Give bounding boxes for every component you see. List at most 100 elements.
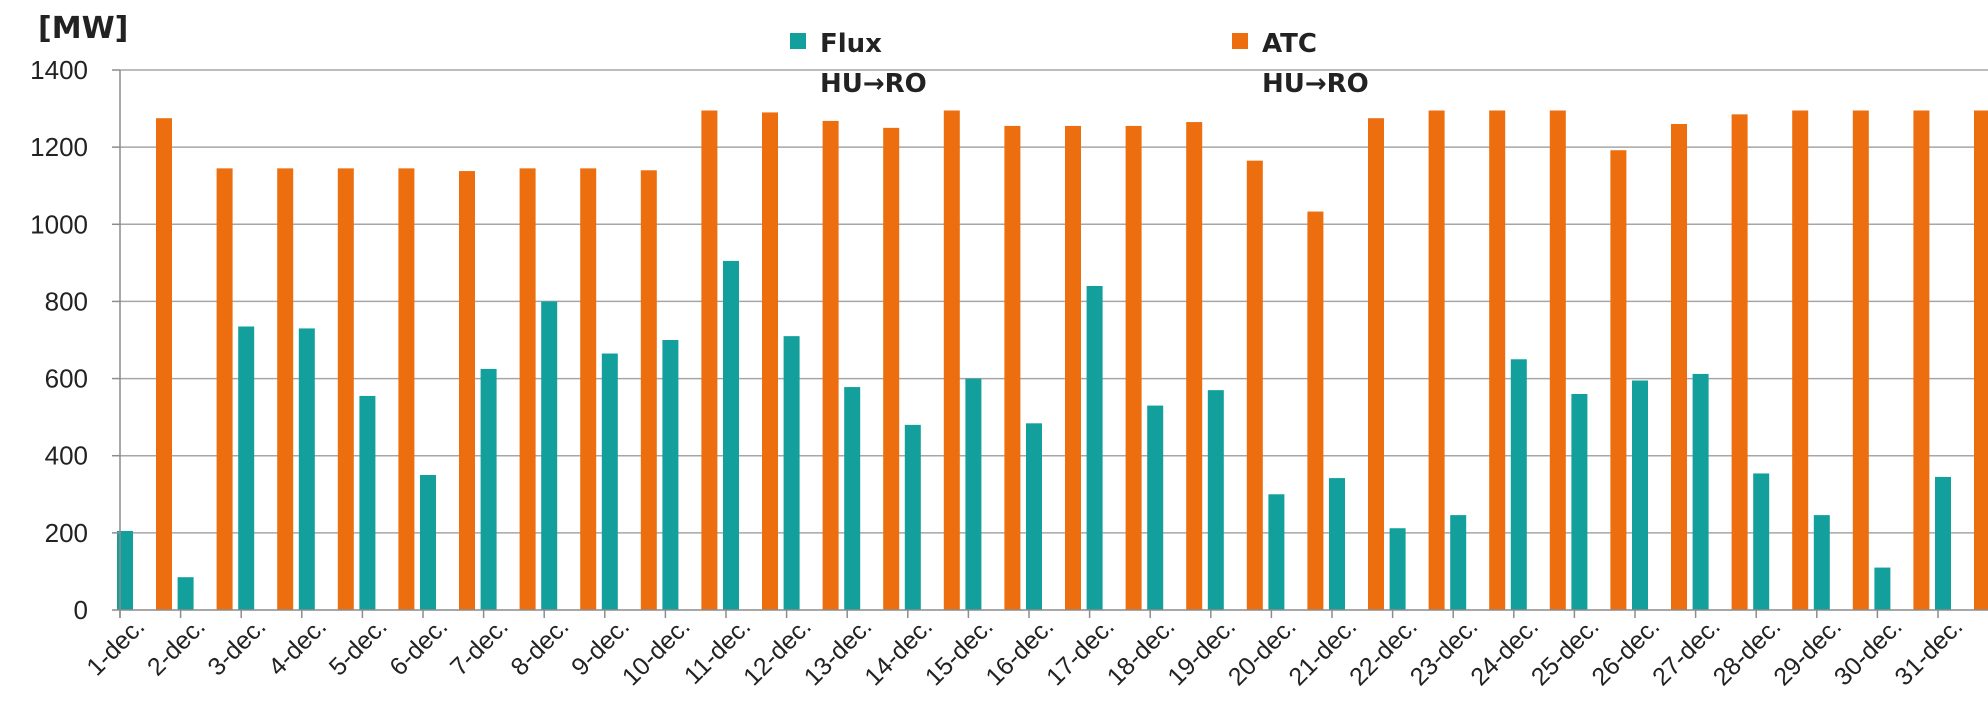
x-tick-label: 31-dec. <box>1889 612 1968 691</box>
bar-flux-9 <box>601 353 618 610</box>
legend: Flux HU→RO ATC HU→RO <box>790 29 1369 99</box>
bar-flux-28 <box>1753 473 1770 610</box>
x-tick-label: 4-dec. <box>263 612 332 681</box>
bar-flux-26 <box>1632 380 1648 610</box>
y-tick-label: 0 <box>74 595 88 625</box>
x-tick-label: 16-dec. <box>980 612 1059 691</box>
bar-atc-5 <box>398 168 415 610</box>
bar-atc-29 <box>1852 110 1869 610</box>
bar-flux-12 <box>783 336 800 610</box>
bar-atc-30 <box>1913 110 1930 610</box>
bar-atc-20 <box>1307 211 1324 611</box>
bar-flux-23 <box>1450 515 1467 610</box>
y-tick-label: 800 <box>45 286 88 316</box>
y-tick-labels: 0 200 400 600 800 1000 1200 1400 <box>30 55 88 625</box>
bar-atc-15 <box>1004 125 1021 610</box>
bar-atc-11 <box>762 112 778 610</box>
legend-swatch-flux <box>790 33 806 49</box>
x-tick-label: 29-dec. <box>1768 612 1847 691</box>
bar-atc-16 <box>1065 125 1081 610</box>
bar-flux-29 <box>1813 515 1830 610</box>
bar-flux-31 <box>1935 476 1951 610</box>
y-tick-label: 600 <box>45 364 88 394</box>
legend-label-flux: Flux <box>820 29 882 59</box>
bar-atc-21 <box>1368 118 1384 610</box>
bar-flux-30 <box>1874 567 1891 610</box>
bar-atc-9 <box>640 170 657 611</box>
bar-atc-8 <box>580 168 597 610</box>
x-tick-label: 17-dec. <box>1041 612 1120 691</box>
bar-atc-24 <box>1549 110 1566 610</box>
bar-flux-22 <box>1389 528 1406 610</box>
x-tick-label: 26-dec. <box>1586 612 1665 691</box>
bar-atc-18 <box>1186 122 1203 611</box>
bar-atc-19 <box>1246 160 1263 610</box>
y-tick-label: 1400 <box>30 55 88 85</box>
x-tick-label: 30-dec. <box>1829 612 1908 691</box>
bar-flux-11 <box>723 260 739 610</box>
bar-atc-22 <box>1428 110 1445 610</box>
x-tick-label: 19-dec. <box>1162 612 1241 691</box>
bar-atc-6 <box>459 171 475 611</box>
x-tick-label: 14-dec. <box>859 612 938 691</box>
x-tick-label: 7-dec. <box>445 612 514 681</box>
bar-flux-1 <box>117 530 133 610</box>
bar-flux-17 <box>1086 286 1103 610</box>
x-tick-label: 24-dec. <box>1465 612 1544 691</box>
bar-atc-3 <box>277 168 294 610</box>
bar-flux-18 <box>1147 405 1164 610</box>
bar-atc-10 <box>701 110 718 610</box>
bar-flux-16 <box>1026 423 1042 610</box>
y-tick-label: 200 <box>45 518 88 548</box>
bar-flux-4 <box>298 328 315 610</box>
legend-swatch-atc <box>1232 33 1248 49</box>
bar-flux-6 <box>420 475 436 610</box>
x-tick-label: 21-dec. <box>1283 612 1362 691</box>
bar-flux-14 <box>904 424 921 610</box>
bar-atc-23 <box>1489 110 1506 610</box>
bar-atc-25 <box>1610 150 1627 610</box>
y-axis-unit-label: [MW] <box>38 11 128 46</box>
axes <box>112 69 1988 618</box>
x-tick-label: 15-dec. <box>920 612 999 691</box>
bar-flux-10 <box>662 340 679 610</box>
x-tick-label: 6-dec. <box>384 612 453 681</box>
bar-atc-1 <box>156 118 172 610</box>
bar-flux-27 <box>1692 373 1709 610</box>
legend-sublabel-flux: HU→RO <box>820 69 927 99</box>
bar-atc-13 <box>883 127 900 610</box>
x-tick-label: 3-dec. <box>203 612 272 681</box>
bar-atc-14 <box>943 110 960 610</box>
bar-flux-5 <box>359 395 376 610</box>
y-tick-label: 400 <box>45 441 88 471</box>
bar-flux-19 <box>1207 390 1224 610</box>
x-tick-label: 23-dec. <box>1405 612 1484 691</box>
x-tick-label: 8-dec. <box>506 612 575 681</box>
bar-atc-31 <box>1974 110 1988 610</box>
y-tick-label: 1200 <box>30 132 88 162</box>
bar-atc-17 <box>1125 125 1142 610</box>
legend-sublabel-atc: HU→RO <box>1262 69 1369 99</box>
x-tick-label: 12-dec. <box>738 612 817 691</box>
x-tick-label: 25-dec. <box>1526 612 1605 691</box>
gridlines <box>120 69 1988 534</box>
x-tick-label: 20-dec. <box>1223 612 1302 691</box>
x-tick-label: 2-dec. <box>142 612 211 681</box>
legend-label-atc: ATC <box>1262 29 1317 59</box>
bars <box>117 110 1988 611</box>
bar-atc-7 <box>519 168 536 610</box>
bar-flux-7 <box>480 368 497 610</box>
bar-atc-4 <box>337 168 354 610</box>
x-tick-labels: 1-dec.2-dec.3-dec.4-dec.5-dec.6-dec.7-de… <box>81 612 1968 691</box>
bar-flux-24 <box>1510 359 1527 610</box>
bar-flux-21 <box>1329 478 1345 610</box>
x-tick-label: 22-dec. <box>1344 612 1423 691</box>
x-tick-label: 13-dec. <box>799 612 878 691</box>
bar-flux-13 <box>844 387 861 610</box>
bar-atc-27 <box>1731 114 1748 610</box>
x-tick-label: 1-dec. <box>81 612 150 681</box>
bar-atc-26 <box>1671 124 1687 610</box>
bar-flux-20 <box>1268 494 1285 610</box>
x-tick-label: 18-dec. <box>1102 612 1181 691</box>
